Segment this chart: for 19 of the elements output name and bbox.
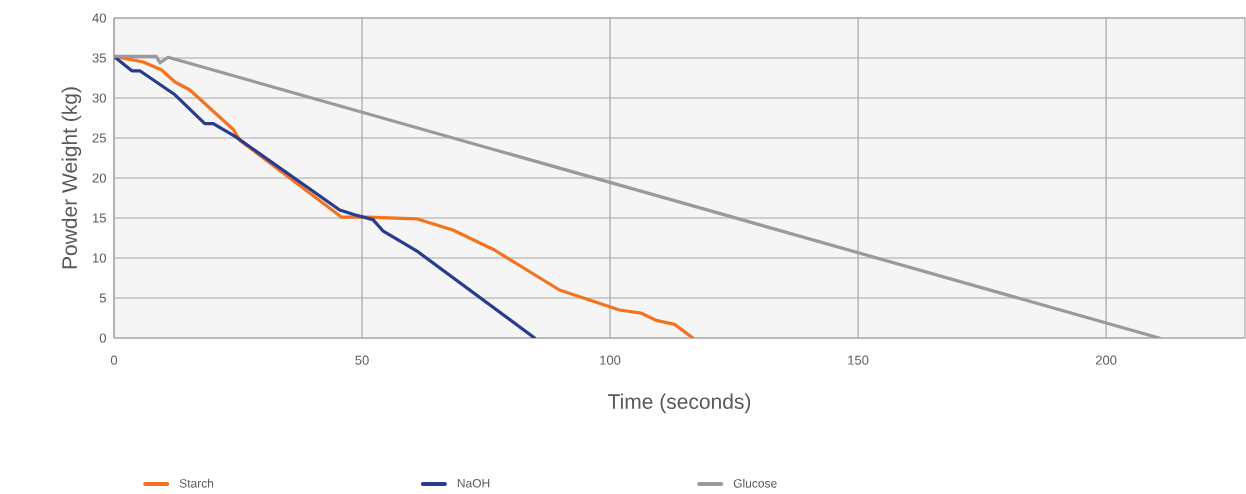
y-axis-title: Powder Weight (kg) (61, 87, 82, 269)
x-tick-label: 50 (355, 355, 369, 365)
y-tick-label: 40 (92, 13, 106, 23)
legend-label: NaOH (457, 478, 490, 488)
legend-label: Starch (179, 478, 214, 488)
legend-label: Glucose (733, 478, 777, 488)
x-tick-label: 150 (848, 355, 869, 365)
y-tick-label: 30 (92, 93, 106, 103)
x-tick-label: 100 (600, 355, 621, 365)
y-tick-label: 5 (99, 293, 106, 303)
x-tick-label: 200 (1095, 355, 1117, 365)
y-tick-label: 0 (99, 333, 106, 343)
x-tick-label: 0 (110, 355, 118, 365)
y-tick-label: 15 (93, 213, 106, 223)
y-tick-label: 35 (92, 53, 106, 63)
y-tick-label: 10 (93, 253, 106, 263)
y-tick-label: 20 (92, 173, 106, 183)
y-tick-label: 25 (92, 133, 106, 143)
x-axis-title: Time (seconds) (608, 393, 751, 414)
